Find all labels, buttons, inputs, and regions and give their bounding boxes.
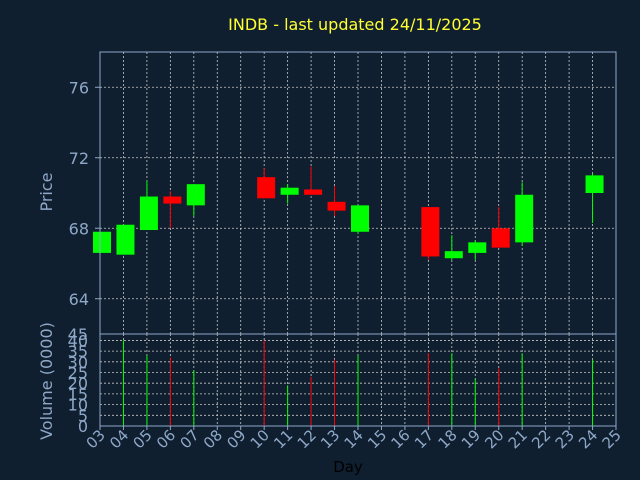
day-tick-label: 17 xyxy=(411,426,437,452)
day-tick-label: 10 xyxy=(247,426,273,452)
day-tick-label: 20 xyxy=(481,426,507,452)
volume-tick-label: 10 xyxy=(68,396,88,415)
candle-body xyxy=(280,187,299,195)
price-axis-label: Price xyxy=(37,172,56,211)
candle-body xyxy=(351,205,369,232)
candle-body xyxy=(93,231,111,253)
day-tick-label: 05 xyxy=(130,426,156,452)
day-tick-label: 07 xyxy=(176,426,202,452)
volume-tick-label: 20 xyxy=(68,374,88,393)
price-tick-label: 68 xyxy=(69,219,89,238)
day-tick-label: 13 xyxy=(317,426,343,452)
day-tick-label: 12 xyxy=(294,426,320,452)
day-tick-label: 19 xyxy=(458,426,484,452)
candle-body xyxy=(163,196,182,204)
candle-body xyxy=(515,194,534,243)
day-tick-label: 21 xyxy=(505,426,531,452)
price-tick-label: 76 xyxy=(69,78,89,97)
day-tick-label: 04 xyxy=(106,426,132,452)
candle-body xyxy=(444,251,463,259)
candle-body xyxy=(585,175,604,193)
candle-body xyxy=(257,177,276,199)
volume-tick-label: 5 xyxy=(78,406,88,425)
candle-body xyxy=(139,196,158,231)
candle-body xyxy=(116,224,135,255)
volume-tick-label: 40 xyxy=(68,331,88,350)
day-tick-label: 09 xyxy=(223,426,249,452)
price-tick-label: 64 xyxy=(69,290,89,309)
volume-tick-label: 0 xyxy=(78,417,88,436)
day-tick-label: 24 xyxy=(575,426,601,452)
candle-body xyxy=(186,184,205,206)
candle-body xyxy=(491,228,510,248)
candle-body xyxy=(327,201,346,211)
day-tick-label: 22 xyxy=(528,426,554,452)
candle-body xyxy=(304,189,323,195)
day-tick-label: 08 xyxy=(200,426,226,452)
candle-body xyxy=(468,242,487,253)
price-tick-label: 72 xyxy=(69,149,89,168)
price-panel: 64 68 72 76 xyxy=(69,51,617,335)
volume-axis-label: Volume (0000) xyxy=(37,322,56,440)
volume-frame xyxy=(99,333,617,427)
day-tick-label: 16 xyxy=(388,426,414,452)
volume-panel: 0510152025303540450304050607080910111213… xyxy=(68,325,625,452)
day-tick-label: 11 xyxy=(270,426,296,452)
chart-title: INDB - last updated 24/11/2025 xyxy=(228,15,482,34)
day-tick-label: 15 xyxy=(364,426,390,452)
volume-tick-label: 15 xyxy=(68,385,88,404)
day-tick-label: 06 xyxy=(153,426,179,452)
day-tick-label: 23 xyxy=(552,426,578,452)
candle-body xyxy=(421,207,440,257)
day-tick-label: 14 xyxy=(341,426,367,452)
volume-tick-label: 35 xyxy=(68,342,88,361)
day-tick-label: 25 xyxy=(599,426,625,452)
day-axis-label: Day xyxy=(333,458,363,476)
day-tick-label: 18 xyxy=(434,426,460,452)
volume-tick-label: 25 xyxy=(68,364,88,383)
volume-tick-label: 45 xyxy=(68,325,88,344)
volume-tick-label: 30 xyxy=(68,353,88,372)
